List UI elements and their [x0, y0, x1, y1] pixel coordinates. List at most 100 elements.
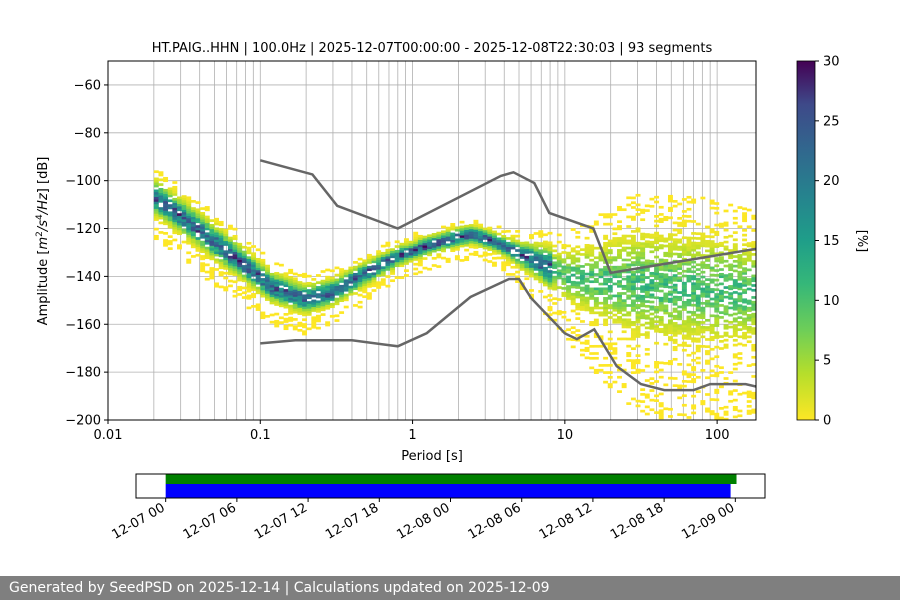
density-cell	[505, 261, 511, 264]
density-cell	[598, 364, 604, 367]
density-cell	[742, 310, 748, 314]
density-cell	[621, 385, 627, 389]
density-cell	[515, 234, 521, 238]
density-cell	[246, 287, 252, 291]
density-cell	[491, 244, 497, 248]
density-cell	[241, 296, 247, 299]
density-cell	[385, 253, 391, 257]
density-cell	[436, 236, 442, 240]
density-cell	[681, 210, 687, 213]
density-cell	[658, 244, 664, 247]
density-cell	[705, 359, 710, 363]
density-cell	[630, 301, 636, 305]
density-cell	[561, 277, 567, 281]
density-cell	[644, 379, 650, 382]
density-cell	[667, 297, 673, 301]
density-cell	[288, 295, 294, 298]
density-cell	[190, 209, 196, 213]
density-cell	[579, 265, 585, 268]
density-cell	[654, 248, 660, 252]
density-cell	[510, 241, 516, 245]
density-cell	[728, 275, 734, 279]
density-cell	[728, 256, 734, 260]
density-cell	[195, 201, 201, 204]
density-cell	[255, 265, 261, 268]
density-cell	[700, 335, 706, 339]
density-cell	[640, 256, 646, 260]
density-cell	[167, 225, 173, 229]
density-cell	[153, 206, 159, 209]
density-cell	[552, 287, 558, 291]
density-cell	[274, 322, 280, 325]
density-cell	[566, 337, 572, 341]
colorbar-tick-label: 30	[823, 55, 840, 70]
density-cell	[325, 297, 331, 301]
density-cell	[644, 348, 650, 351]
density-cell	[654, 286, 660, 290]
density-cell	[686, 246, 692, 249]
density-cell	[362, 273, 368, 277]
density-cell	[288, 268, 294, 272]
density-cell	[158, 197, 164, 201]
density-cell	[737, 309, 743, 312]
density-cell	[376, 269, 382, 273]
density-cell	[700, 309, 706, 312]
density-cell	[181, 223, 187, 227]
density-cell	[695, 320, 701, 324]
density-cell	[593, 222, 599, 226]
density-cell	[589, 280, 595, 284]
density-cell	[677, 217, 683, 220]
density-cell	[695, 356, 701, 360]
density-cell	[306, 293, 312, 297]
density-cell	[723, 410, 729, 414]
density-cell	[505, 246, 511, 250]
density-cell	[376, 281, 382, 285]
density-cell	[603, 292, 609, 295]
density-cell	[593, 311, 599, 315]
density-cell	[723, 228, 729, 232]
density-cell	[529, 262, 534, 266]
density-cell	[255, 289, 261, 292]
density-cell	[672, 314, 678, 318]
density-cell	[496, 251, 502, 255]
density-cell	[598, 273, 604, 276]
density-cell	[621, 292, 627, 295]
density-cell	[524, 263, 530, 266]
density-cell	[385, 244, 391, 247]
density-cell	[584, 349, 590, 352]
density-cell	[617, 282, 622, 286]
density-cell	[436, 234, 442, 237]
density-cell	[325, 304, 331, 308]
density-cell	[561, 282, 567, 285]
density-cell	[302, 318, 307, 322]
density-cell	[478, 245, 484, 248]
density-cell	[598, 256, 604, 260]
density-cell	[339, 272, 345, 276]
density-cell	[422, 266, 428, 270]
density-cell	[695, 232, 701, 236]
density-cell	[667, 300, 673, 303]
density-cell	[227, 272, 233, 276]
density-cell	[695, 237, 701, 240]
density-cell	[450, 249, 456, 253]
colorbar-tick-label: 0	[823, 414, 831, 429]
density-cell	[353, 304, 358, 307]
density-cell	[672, 324, 678, 328]
density-cell	[663, 297, 669, 301]
density-cell	[612, 237, 618, 240]
density-cell	[746, 268, 752, 272]
density-cell	[510, 261, 516, 264]
density-cell	[311, 309, 317, 312]
density-cell	[181, 240, 187, 244]
density-cell	[714, 273, 720, 277]
density-cell	[177, 232, 182, 236]
density-cell	[288, 271, 294, 274]
density-cell	[552, 266, 558, 269]
density-cell	[663, 263, 669, 267]
density-cell	[617, 311, 622, 314]
density-cell	[357, 305, 363, 309]
density-cell	[278, 263, 284, 267]
density-cell	[598, 368, 604, 372]
density-cell	[214, 246, 219, 250]
density-cell	[454, 228, 460, 232]
